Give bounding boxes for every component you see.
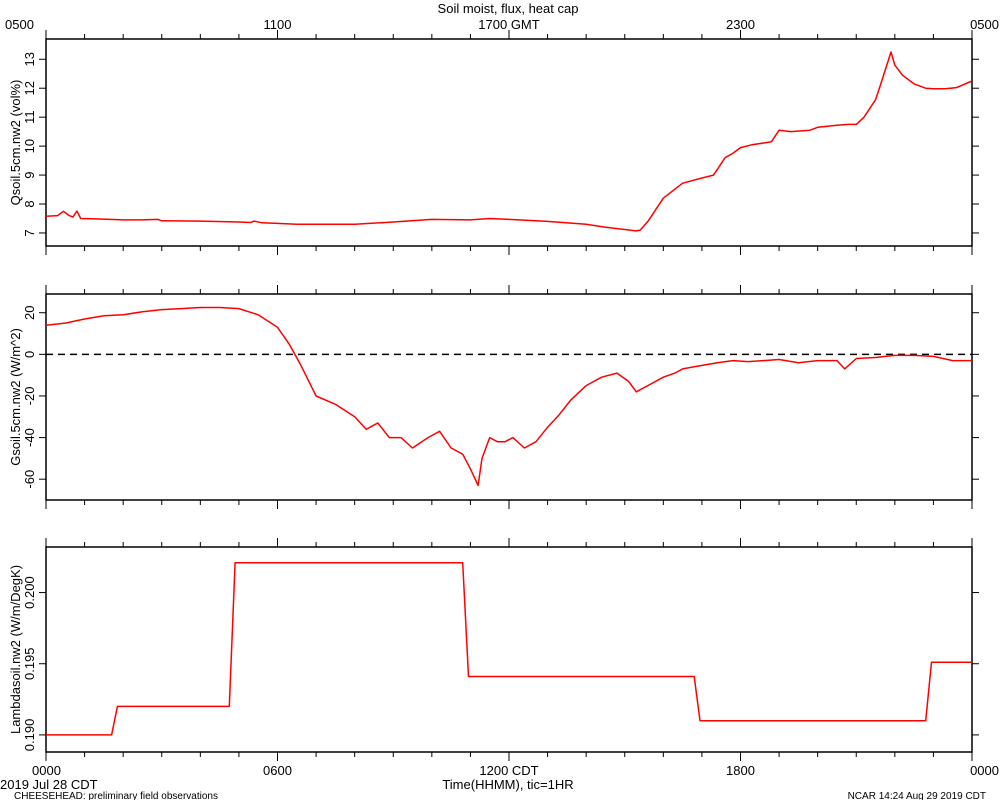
bottom-tick-label: 0000: [970, 763, 999, 778]
y-tick-label: 9: [22, 171, 37, 178]
bottom-tick-label: 1200 CDT: [479, 763, 538, 778]
top-tick-label: 1700 GMT: [478, 17, 539, 32]
y-tick-label: -40: [22, 428, 37, 447]
top-axis-tick-labels: 0500 1100 1700 GMT 2300 0500: [5, 17, 999, 32]
top-tick-label: 0500: [5, 17, 34, 32]
top-tick-label: 1100: [264, 17, 292, 32]
footer-left: CHEESEHEAD: preliminary field observatio…: [14, 791, 218, 800]
plot-frame: [45, 38, 973, 247]
y-tick-label: 0.200: [22, 576, 37, 609]
chart-panels: 7 8 9 10 11 12 13 Qsoil.5cm.nw2 (vol%) -60 -40 -20…: [8, 30, 979, 761]
top-tick-label: 0500: [970, 17, 999, 32]
plot-frame: [45, 293, 973, 501]
series-line: [45, 51, 973, 232]
chart-title: Soil moist, flux, heat cap: [438, 1, 579, 16]
y-axis-title: Gsoil.5cm.nw2 (W/m^2): [8, 328, 23, 466]
y-tick-label: 12: [22, 81, 37, 95]
chart-panel-1: 7 8 9 10 11 12 13 Qsoil.5cm.nw2 (vol%): [8, 30, 979, 255]
bottom-tick-label: 0600: [263, 763, 292, 778]
x-axis-title: Time(HHMM), tic=1HR: [442, 777, 573, 792]
bottom-axis-tick-labels: 0000 0600 1200 CDT 1800 0000: [32, 763, 999, 778]
y-tick-label: 0.190: [22, 719, 37, 752]
top-tick-label: 2300: [726, 17, 755, 32]
date-label: 2019 Jul 28 CDT: [0, 777, 98, 792]
y-axis-title: Lambdasoil.nw2 (W/m/DegK): [8, 565, 23, 734]
y-tick-label: 7: [22, 229, 37, 236]
y-tick-label: -60: [22, 470, 37, 489]
y-tick-label: 13: [22, 52, 37, 66]
series-line: [46, 561, 972, 736]
bottom-tick-label: 0000: [32, 763, 61, 778]
y-axis-title: Qsoil.5cm.nw2 (vol%): [8, 80, 23, 206]
y-tick-label: 10: [22, 139, 37, 153]
bottom-tick-label: 1800: [726, 763, 755, 778]
y-tick-label: 0.195: [22, 647, 37, 680]
y-tick-label: 11: [22, 110, 37, 124]
chart-panel-2: -60 -40 -20 0 20 Gsoil.5cm.nw2 (W/m^2): [8, 285, 979, 509]
y-tick-label: 8: [22, 200, 37, 207]
footer-right: NCAR 14:24 Aug 29 2019 CDT: [848, 791, 986, 800]
y-tick-label: 20: [22, 305, 37, 319]
y-tick-label: 0: [22, 351, 37, 358]
series-line: [45, 306, 972, 487]
y-tick-label: -20: [22, 387, 37, 406]
